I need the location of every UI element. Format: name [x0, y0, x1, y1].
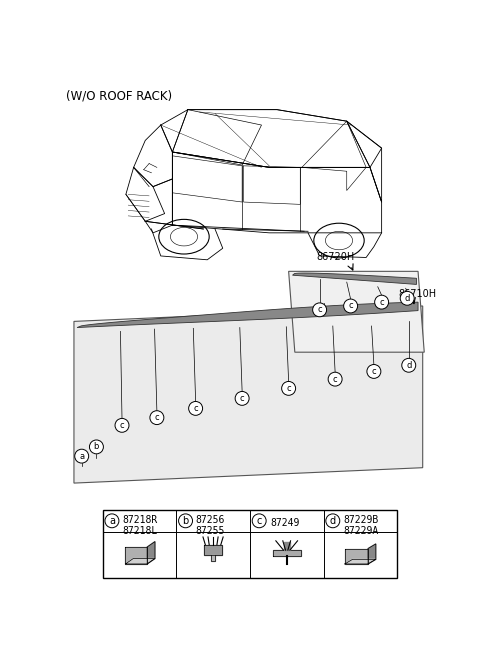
Circle shape: [179, 514, 192, 528]
Text: 87218R
87218L: 87218R 87218L: [122, 514, 157, 536]
Circle shape: [375, 295, 389, 309]
Polygon shape: [74, 306, 423, 483]
Text: c: c: [348, 302, 353, 311]
Circle shape: [235, 392, 249, 405]
Circle shape: [344, 299, 358, 313]
Circle shape: [312, 303, 326, 317]
Circle shape: [150, 411, 164, 424]
Polygon shape: [345, 549, 368, 564]
Circle shape: [328, 373, 342, 386]
Text: c: c: [372, 367, 376, 376]
Polygon shape: [284, 543, 290, 550]
Text: c: c: [120, 421, 124, 430]
Polygon shape: [125, 558, 155, 564]
Text: c: c: [317, 306, 322, 314]
Text: a: a: [109, 516, 115, 526]
Circle shape: [282, 382, 296, 396]
Text: d: d: [406, 361, 411, 370]
Circle shape: [367, 365, 381, 378]
Text: b: b: [182, 516, 189, 526]
Circle shape: [326, 514, 340, 528]
Polygon shape: [288, 271, 424, 352]
Polygon shape: [273, 550, 300, 556]
Text: (W/O ROOF RACK): (W/O ROOF RACK): [66, 89, 172, 102]
Circle shape: [402, 358, 416, 373]
Text: 87229B
87229A: 87229B 87229A: [343, 514, 378, 536]
Text: 86710H: 86710H: [399, 290, 437, 300]
Polygon shape: [147, 541, 155, 564]
Polygon shape: [211, 555, 216, 561]
Text: 86720H: 86720H: [316, 252, 354, 262]
Text: a: a: [79, 451, 84, 461]
Text: 87249: 87249: [271, 518, 300, 528]
Circle shape: [252, 514, 266, 528]
Text: b: b: [94, 442, 99, 451]
Polygon shape: [204, 545, 222, 555]
Text: c: c: [379, 298, 384, 307]
Polygon shape: [368, 544, 376, 564]
Polygon shape: [345, 559, 376, 564]
Polygon shape: [292, 273, 417, 284]
Text: c: c: [193, 404, 198, 413]
FancyBboxPatch shape: [103, 510, 397, 578]
Text: d: d: [405, 294, 410, 303]
Text: 87256
87255: 87256 87255: [196, 514, 225, 536]
Circle shape: [189, 401, 203, 415]
Circle shape: [115, 419, 129, 432]
Text: c: c: [286, 384, 291, 393]
Text: c: c: [256, 516, 262, 526]
Circle shape: [75, 449, 89, 463]
Text: c: c: [240, 394, 244, 403]
Circle shape: [105, 514, 119, 528]
Text: c: c: [333, 374, 337, 384]
Polygon shape: [125, 547, 147, 564]
Text: c: c: [155, 413, 159, 422]
Text: d: d: [330, 516, 336, 526]
Circle shape: [89, 440, 103, 454]
Polygon shape: [77, 302, 418, 328]
Circle shape: [400, 291, 414, 306]
